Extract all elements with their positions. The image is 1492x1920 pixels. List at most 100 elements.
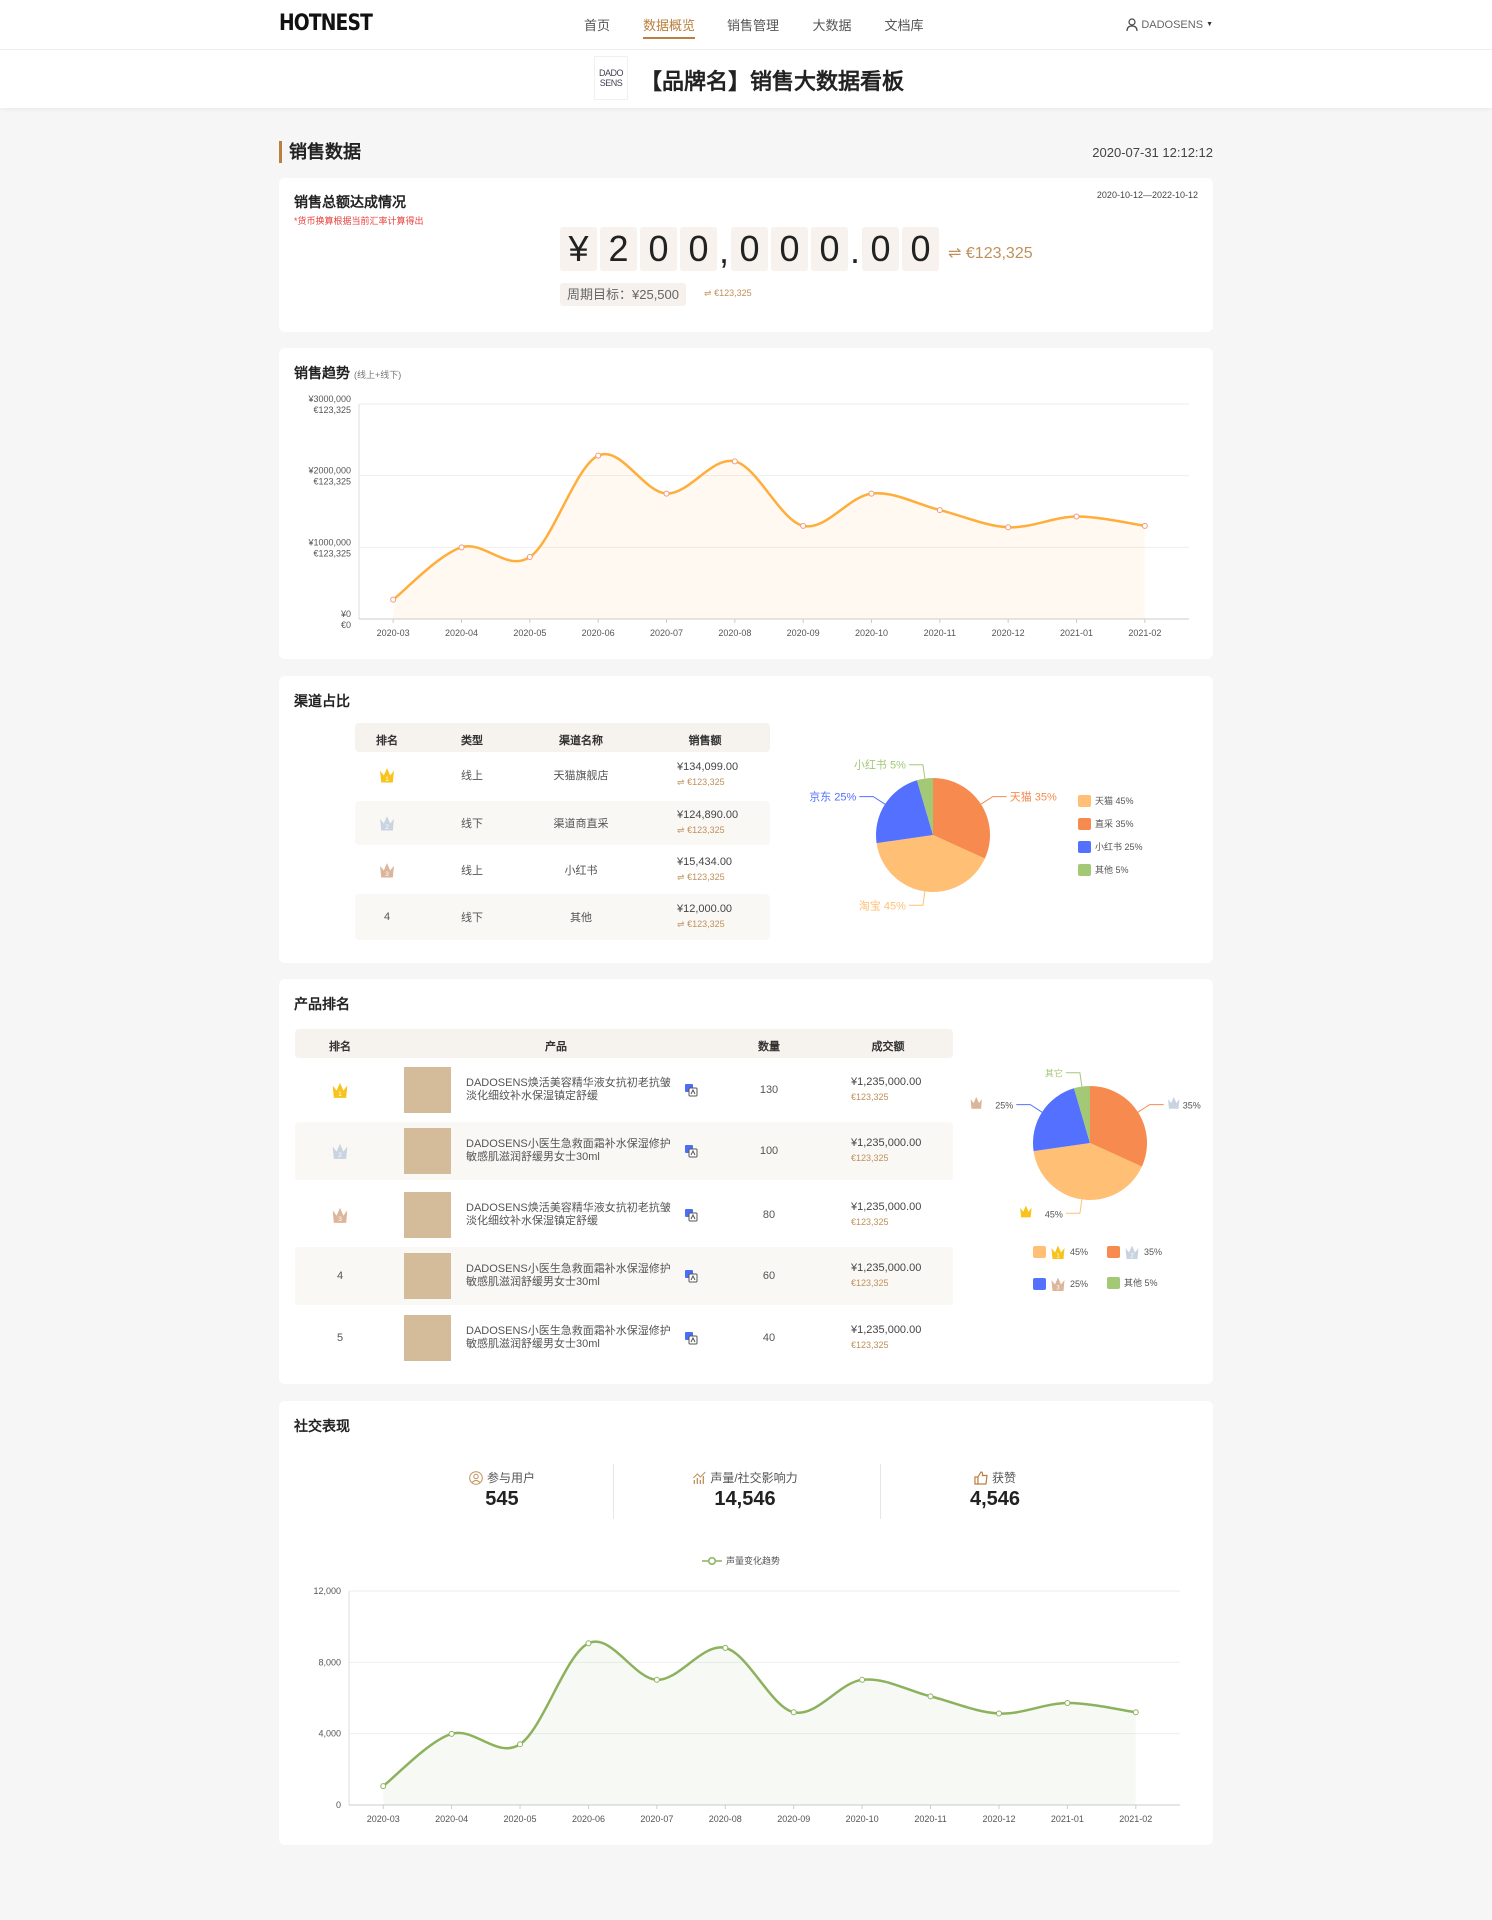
data-point[interactable] bbox=[380, 1783, 387, 1790]
crown-rank-3-icon bbox=[970, 1096, 982, 1109]
nav-sales-management[interactable]: 销售管理 bbox=[726, 18, 780, 33]
data-point[interactable] bbox=[731, 458, 738, 465]
product-link-icon[interactable] bbox=[684, 1083, 698, 1097]
pie-slice[interactable] bbox=[1033, 1143, 1142, 1200]
channel-name: 小红书 bbox=[564, 864, 598, 877]
product-name[interactable]: DADOSENS焕活美容精华液女抗初老抗皱淡化细纹补水保湿镇定舒缓 bbox=[466, 1202, 671, 1227]
product-thumbnail[interactable] bbox=[404, 1128, 451, 1174]
channel-converted: ⇌ €123,325 bbox=[677, 871, 725, 882]
y-tick-label: 0 bbox=[336, 1800, 341, 1810]
product-name[interactable]: DADOSENS小医生急救面霜补水保湿修护敏感肌滋润舒缓男女士30ml bbox=[466, 1138, 671, 1163]
product-link-icon[interactable] bbox=[684, 1331, 698, 1345]
product-thumbnail[interactable] bbox=[404, 1067, 451, 1113]
data-point[interactable] bbox=[868, 490, 875, 497]
social-performance-card: 社交表现 参与用户 545 声量/社交影响力 14,546 获赞 4,546 声… bbox=[279, 1401, 1213, 1845]
data-point[interactable] bbox=[595, 452, 602, 459]
data-point[interactable] bbox=[790, 1709, 797, 1716]
product-name[interactable]: DADOSENS焕活美容精华液女抗初老抗皱淡化细纹补水保湿镇定舒缓 bbox=[466, 1077, 671, 1102]
data-point[interactable] bbox=[1073, 513, 1080, 520]
x-tick-label: 2021-01 bbox=[1051, 1814, 1084, 1824]
data-point[interactable] bbox=[859, 1676, 866, 1683]
channel-row[interactable]: 3 线上 小红书 ¥15,434.00 ⇌ €123,325 bbox=[355, 847, 770, 892]
pie-leader-line bbox=[908, 764, 926, 779]
hotnest-logo[interactable]: HOTNEST bbox=[279, 11, 373, 36]
data-point[interactable] bbox=[390, 596, 397, 603]
product-thumbnail[interactable] bbox=[404, 1253, 451, 1299]
product-table-header: 排名 产品 数量 成交额 bbox=[295, 1029, 953, 1058]
x-tick-label: 2020-10 bbox=[846, 1814, 879, 1824]
product-quantity: 60 bbox=[762, 1270, 776, 1282]
product-name[interactable]: DADOSENS小医生急救面霜补水保湿修护敏感肌滋润舒缓男女士30ml bbox=[466, 1263, 671, 1288]
channel-type: 线下 bbox=[461, 818, 483, 830]
product-legend-item[interactable]: 1 45% bbox=[1033, 1244, 1088, 1260]
nav-home[interactable]: 首页 bbox=[583, 18, 611, 33]
data-point[interactable] bbox=[927, 1693, 934, 1700]
channel-amount: ¥124,890.00 ⇌ €123,325 bbox=[677, 808, 738, 838]
product-legend-item[interactable]: 其他 5% bbox=[1107, 1276, 1158, 1289]
channel-row[interactable]: 1 线上 天猫旗舰店 ¥134,099.00 ⇌ €123,325 bbox=[355, 752, 770, 798]
x-tick-label: 2020-05 bbox=[513, 628, 546, 638]
product-row[interactable]: 2 DADOSENS小医生急救面霜补水保湿修护敏感肌滋润舒缓男女士30ml 10… bbox=[295, 1122, 953, 1180]
stat-value: 4,546 bbox=[969, 1488, 1021, 1510]
product-converted: €123,325 bbox=[851, 1092, 889, 1102]
channel-legend-item[interactable]: 小红书 25% bbox=[1078, 840, 1143, 853]
channel-legend-item[interactable]: 直采 35% bbox=[1078, 817, 1134, 830]
x-tick-label: 2021-02 bbox=[1128, 628, 1161, 638]
pie-slice[interactable] bbox=[876, 780, 933, 844]
pie-slice[interactable] bbox=[1073, 1086, 1090, 1143]
pie-slice[interactable] bbox=[933, 778, 990, 859]
product-legend-item[interactable]: 3 25% bbox=[1033, 1276, 1088, 1292]
card-title: 产品排名 bbox=[294, 996, 350, 1012]
channel-legend-item[interactable]: 天猫 45% bbox=[1078, 794, 1134, 807]
data-point[interactable] bbox=[995, 1710, 1002, 1717]
social-chart-legend[interactable]: 声量变化趋势 bbox=[702, 1554, 780, 1567]
nav-big-data[interactable]: 大数据 bbox=[812, 18, 852, 33]
nav-document-library[interactable]: 文档库 bbox=[884, 18, 924, 33]
product-link-icon[interactable] bbox=[684, 1269, 698, 1283]
data-point[interactable] bbox=[1141, 522, 1148, 529]
crown-rank-1-icon bbox=[1020, 1205, 1032, 1218]
data-point[interactable] bbox=[526, 554, 533, 561]
date-range[interactable]: 2020-10-12—2022-10-12 bbox=[1096, 190, 1198, 200]
data-point[interactable] bbox=[517, 1741, 524, 1748]
data-point[interactable] bbox=[448, 1730, 455, 1737]
data-point[interactable] bbox=[800, 522, 807, 529]
data-point[interactable] bbox=[1132, 1709, 1139, 1716]
data-point[interactable] bbox=[458, 544, 465, 551]
product-link-icon[interactable] bbox=[684, 1208, 698, 1222]
data-point[interactable] bbox=[585, 1640, 592, 1647]
channel-row[interactable]: 2 线下 渠道商直采 ¥124,890.00 ⇌ €123,325 bbox=[355, 801, 770, 845]
col-channel-name: 渠道名称 bbox=[559, 735, 603, 747]
channel-converted: ⇌ €123,325 bbox=[677, 919, 725, 929]
product-legend-item[interactable]: 2 35% bbox=[1107, 1244, 1162, 1260]
channel-legend-item[interactable]: 其他 5% bbox=[1078, 863, 1129, 876]
amount-digit: 0 bbox=[862, 227, 900, 271]
data-point[interactable] bbox=[1064, 1699, 1071, 1706]
data-point[interactable] bbox=[722, 1644, 729, 1651]
amount-digit: 0 bbox=[902, 227, 940, 271]
product-row[interactable]: 4 DADOSENS小医生急救面霜补水保湿修护敏感肌滋润舒缓男女士30ml 60… bbox=[295, 1247, 953, 1305]
pie-label: 小红书 5% bbox=[854, 759, 906, 772]
data-point[interactable] bbox=[936, 507, 943, 514]
data-point[interactable] bbox=[653, 1676, 660, 1683]
pie-slice[interactable] bbox=[876, 835, 985, 893]
data-point[interactable] bbox=[663, 490, 670, 497]
user-menu[interactable]: DADOSENS ▼ bbox=[1126, 18, 1213, 31]
product-thumbnail[interactable] bbox=[404, 1192, 451, 1238]
x-tick-label: 2020-07 bbox=[640, 1814, 673, 1824]
channel-type: 线下 bbox=[461, 912, 483, 924]
pie-slice[interactable] bbox=[916, 778, 933, 835]
product-link-icon[interactable] bbox=[684, 1144, 698, 1158]
channel-row[interactable]: 4 线下 其他 ¥12,000.00 ⇌ €123,325 bbox=[355, 894, 770, 940]
pie-slice[interactable] bbox=[1090, 1086, 1147, 1167]
product-name[interactable]: DADOSENS小医生急救面霜补水保湿修护敏感肌滋润舒缓男女士30ml bbox=[466, 1325, 671, 1350]
product-row[interactable]: 3 DADOSENS焕活美容精华液女抗初老抗皱淡化细纹补水保湿镇定舒缓 80 ¥… bbox=[295, 1186, 953, 1244]
product-row[interactable]: 5 DADOSENS小医生急救面霜补水保湿修护敏感肌滋润舒缓男女士30ml 40… bbox=[295, 1309, 953, 1367]
product-quantity: 80 bbox=[762, 1209, 776, 1221]
data-point[interactable] bbox=[1005, 524, 1012, 531]
product-thumbnail[interactable] bbox=[404, 1315, 451, 1361]
pie-slice[interactable] bbox=[1033, 1088, 1090, 1152]
product-row[interactable]: 1 DADOSENS焕活美容精华液女抗初老抗皱淡化细纹补水保湿镇定舒缓 130 … bbox=[295, 1061, 953, 1119]
nav-data-overview[interactable]: 数据概览 bbox=[642, 15, 696, 39]
crown-rank-3-icon: 3 bbox=[331, 1206, 349, 1223]
